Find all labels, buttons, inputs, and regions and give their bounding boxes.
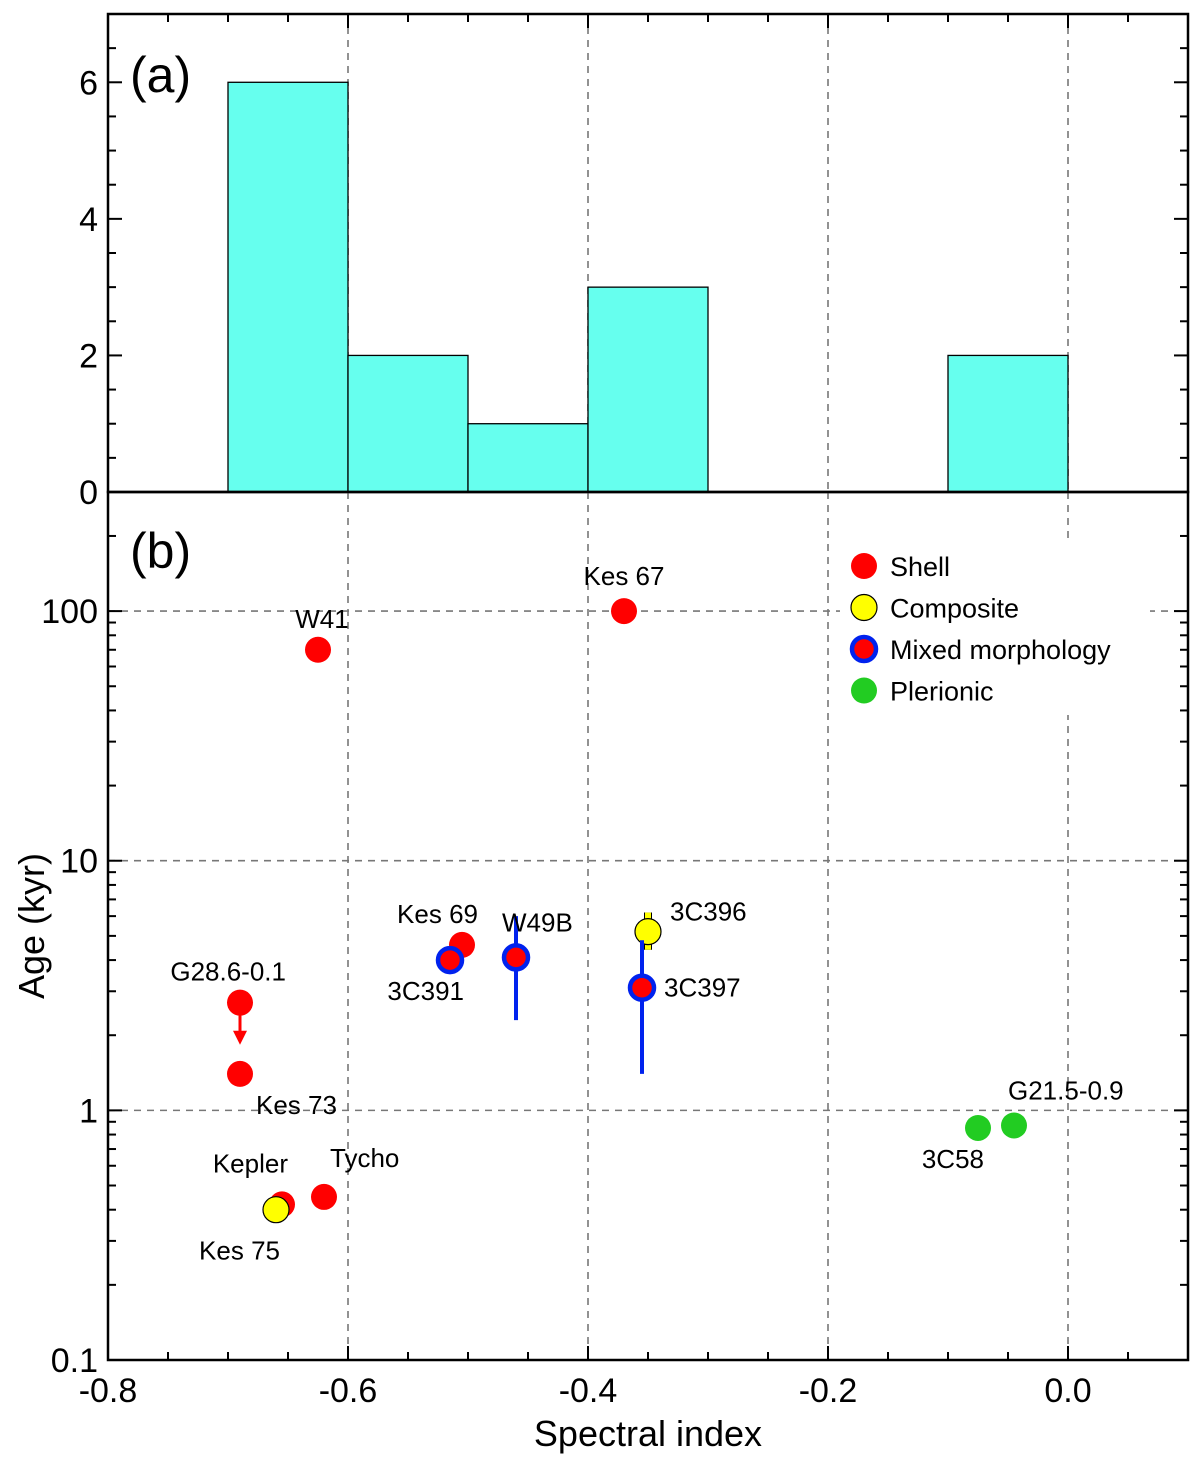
scatter-panel: -0.8 -0.6 -0.4 -0.2 0.0 0.1 1 10 100 Spectral ind…: [11, 490, 1190, 1454]
marker-shell: [611, 598, 637, 625]
data-point: Kes 73: [227, 1060, 337, 1120]
legend-marker-plerionic: [851, 677, 877, 704]
hist-y-tick-label: 2: [79, 337, 98, 375]
histogram-bar: [227, 81, 349, 493]
point-label: 3C396: [670, 897, 747, 927]
data-point: W49B: [501, 907, 573, 1021]
point-label: Kepler: [213, 1148, 288, 1178]
marker-composite: [262, 1196, 290, 1224]
y-axis-title: Age (kyr): [11, 853, 52, 999]
marker-shell: [311, 1183, 337, 1210]
y-tick-label: 0.1: [51, 1342, 98, 1380]
data-point: G28.6-0.1: [170, 957, 286, 1045]
histogram-bar: [947, 354, 1069, 493]
point-label: W41: [295, 604, 348, 634]
point-label: W49B: [502, 907, 573, 937]
legend-label: Plerionic: [890, 677, 994, 707]
legend: Shell Composite Mixed morphology Plerionic: [840, 540, 1150, 715]
panel-label-b: (b): [130, 523, 191, 579]
data-point: Kes 67: [584, 561, 665, 625]
histogram-bar: [467, 423, 589, 493]
legend-label: Shell: [890, 552, 950, 582]
data-point: 3C397: [627, 940, 741, 1074]
scatter-frame: [106, 490, 1190, 1362]
legend-label: Composite: [890, 594, 1019, 624]
point-label: 3C397: [664, 973, 741, 1003]
point-label: Kes 67: [584, 561, 665, 591]
point-label: Kes 73: [256, 1090, 337, 1120]
histogram-panel: 0 2 4 6 (a): [79, 12, 1190, 512]
y-tick-label: 10: [60, 843, 98, 881]
x-tick-label: -0.8: [79, 1372, 138, 1410]
x-tick-label: -0.6: [319, 1372, 378, 1410]
data-point: G21.5-0.9: [1001, 1075, 1124, 1139]
legend-label: Mixed morphology: [890, 635, 1111, 665]
marker-plerionic: [1001, 1112, 1027, 1139]
point-label: Kes 69: [397, 899, 478, 929]
point-label: Tycho: [330, 1143, 399, 1173]
histogram-bar: [347, 354, 469, 493]
marker-mixed: [627, 973, 657, 1002]
legend-marker-mixed: [849, 634, 879, 664]
point-label: G21.5-0.9: [1008, 1075, 1124, 1105]
marker-plerionic: [965, 1114, 991, 1141]
marker-mixed: [435, 945, 465, 975]
point-label: G28.6-0.1: [170, 957, 286, 987]
point-label: 3C58: [922, 1144, 984, 1174]
data-point: 3C391: [387, 945, 465, 1006]
data-point: Kes 75: [199, 1196, 290, 1266]
hist-y-tick-label: 0: [79, 474, 98, 512]
x-tick-label: -0.2: [799, 1372, 858, 1410]
data-point: 3C58: [922, 1114, 991, 1174]
x-tick-label: 0.0: [1044, 1372, 1091, 1410]
data-point: Kes 69: [397, 899, 478, 958]
marker-shell: [227, 989, 253, 1016]
hist-y-tick-label: 6: [79, 64, 98, 102]
x-tick-label: -0.4: [559, 1372, 618, 1410]
panel-label-a: (a): [130, 47, 191, 103]
data-point: 3C396: [634, 897, 747, 950]
marker-shell: [227, 1060, 253, 1087]
histogram-bar: [587, 286, 709, 493]
hist-y-tick-label: 4: [79, 201, 98, 239]
marker-mixed: [501, 943, 531, 972]
data-point: W41: [295, 604, 349, 663]
upper-limit-arrow-head: [233, 1030, 247, 1045]
point-label: 3C391: [387, 976, 464, 1006]
marker-shell: [305, 636, 331, 663]
legend-marker-shell: [851, 553, 877, 579]
point-label: Kes 75: [199, 1236, 280, 1266]
legend-background: [840, 540, 1150, 715]
y-tick-label: 1: [79, 1092, 98, 1130]
legend-marker-composite: [850, 593, 878, 622]
y-tick-label: 100: [41, 593, 98, 631]
marker-composite: [634, 918, 662, 946]
data-point: Tycho: [311, 1143, 399, 1210]
x-axis-title: Spectral index: [534, 1413, 762, 1454]
